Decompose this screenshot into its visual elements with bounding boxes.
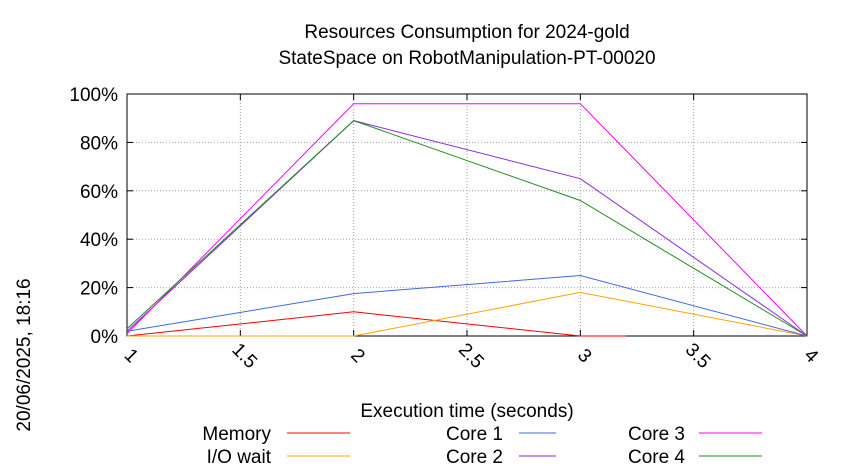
chart-title: Resources Consumption for 2024-gold	[304, 22, 629, 43]
chart-subtitle: StateSpace on RobotManipulation-PT-00020	[278, 48, 655, 69]
x-tick-label: 2	[346, 345, 368, 367]
y-tick-label: 100%	[69, 85, 118, 106]
y-tick-label: 20%	[80, 279, 118, 300]
x-tick-label: 1	[120, 345, 142, 367]
x-tick-label: 3.5	[681, 339, 715, 373]
y-axis-ticks: 0% 20% 40% 60% 80% 100%	[69, 85, 807, 348]
legend-label: Core 1	[446, 424, 503, 445]
x-tick-label: 1.5	[227, 339, 261, 373]
series-line-core-4	[126, 120, 808, 337]
series-line-core-1	[126, 274, 808, 337]
legend-label: I/O wait	[207, 447, 272, 468]
timestamp-label: 20/06/2025, 18:16	[14, 278, 35, 431]
series-line-memory	[126, 311, 626, 337]
y-tick-label: 60%	[80, 182, 118, 203]
x-tick-label: 2.5	[454, 339, 488, 373]
y-tick-label: 0%	[91, 327, 119, 348]
x-axis-label: Execution time (seconds)	[360, 401, 573, 422]
x-tick-label: 4	[800, 345, 823, 368]
x-tick-label: 3	[573, 345, 595, 367]
legend-label: Core 3	[628, 424, 685, 445]
series-lines	[126, 103, 808, 337]
legend-label: Memory	[202, 424, 271, 445]
y-tick-label: 40%	[80, 230, 118, 251]
series-line-i-o-wait	[127, 291, 808, 337]
legend-label: Core 2	[446, 447, 503, 468]
y-tick-label: 80%	[80, 133, 118, 154]
grid-lines	[127, 94, 807, 336]
legend-label: Core 4	[628, 447, 685, 468]
series-line-core-3	[126, 103, 808, 337]
series-line-core-2	[126, 120, 808, 337]
